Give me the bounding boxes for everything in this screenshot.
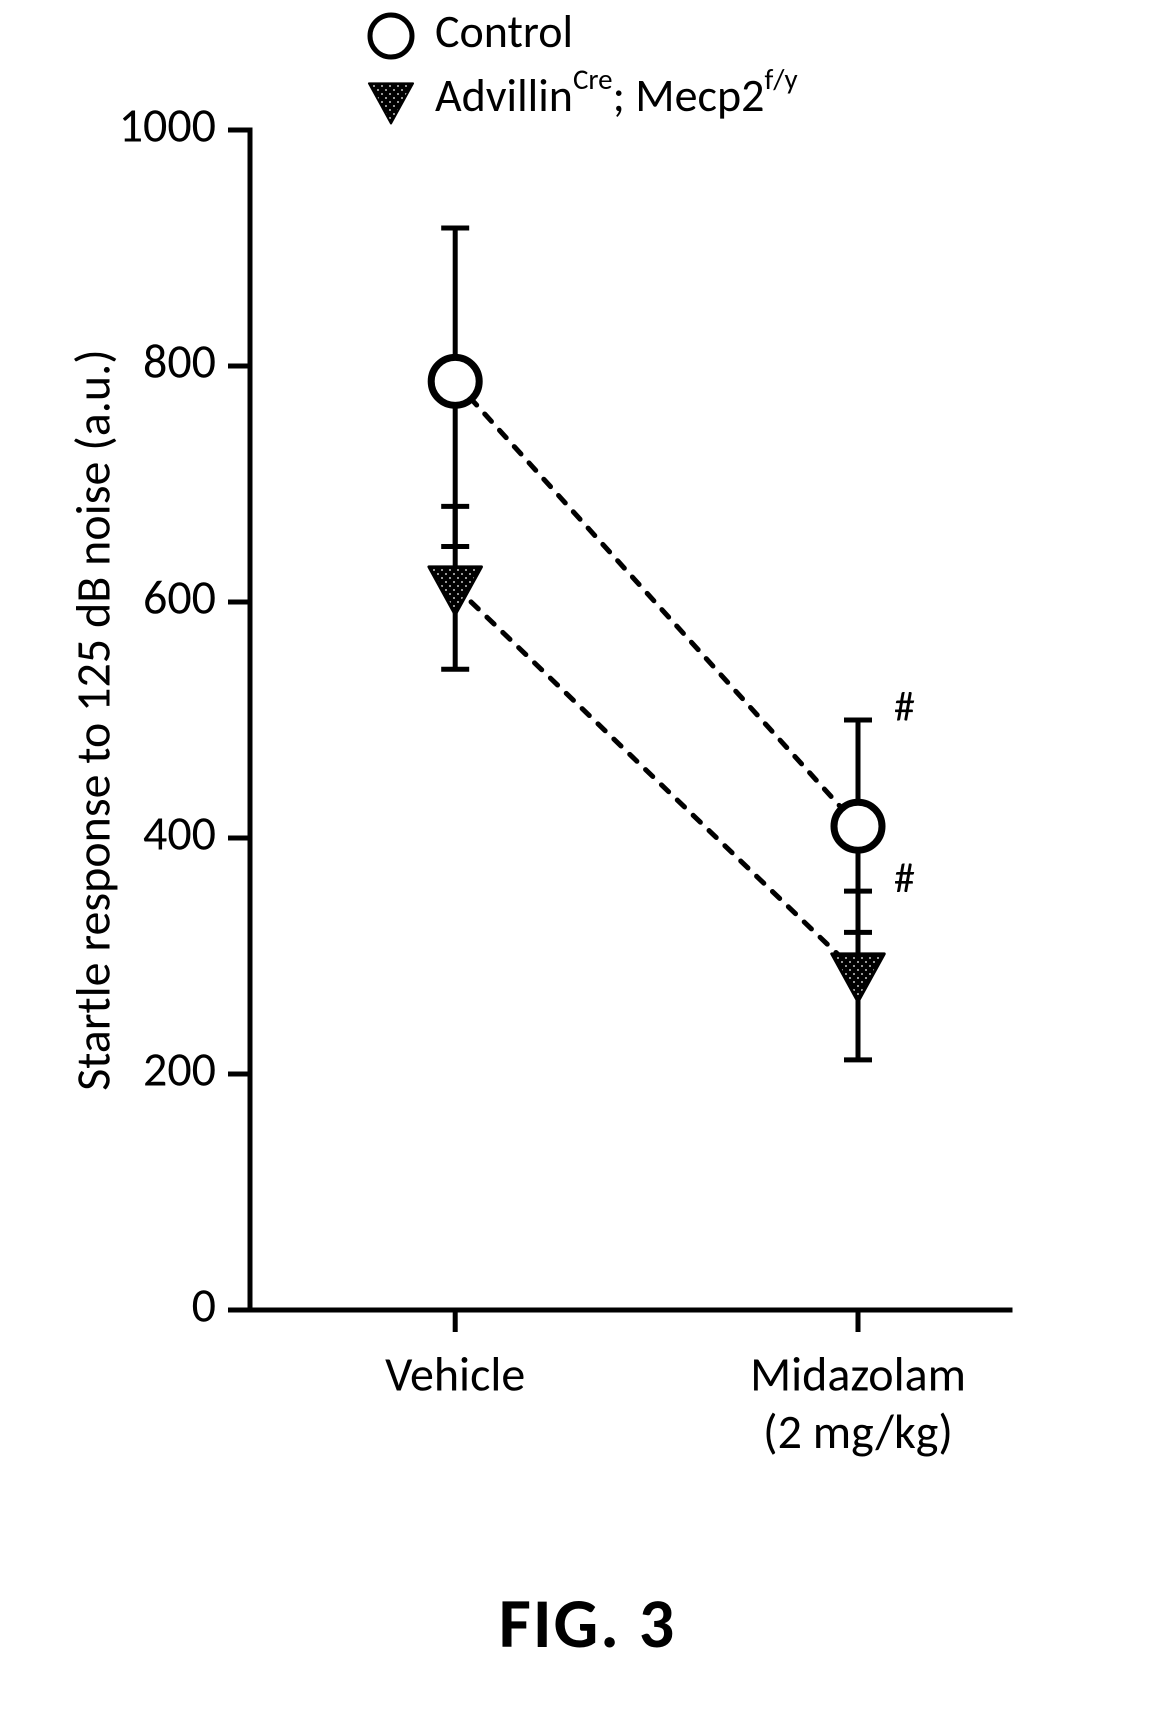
svg-text:Vehicle: Vehicle [385,1344,525,1403]
svg-text:#: # [894,682,915,733]
chart-container: 0 200 400 600 800 1000 Startle response to 125… [0,0,1175,1722]
figure-caption: FIG. 3 [0,1580,1175,1666]
svg-text:Control: Control [435,4,573,60]
svg-text:#: # [894,853,915,904]
svg-text:400: 400 [143,803,216,862]
svg-text:800: 800 [143,331,216,390]
svg-text:(2 mg/kg): (2 mg/kg) [763,1402,953,1461]
svg-text:Startle response to 125 dB noi: Startle response to 125 dB noise (a.u.) [63,349,122,1091]
svg-text:0: 0 [192,1275,216,1334]
svg-text:1000: 1000 [119,95,216,154]
svg-text:Midazolam: Midazolam [750,1344,966,1403]
svg-text:600: 600 [143,567,216,626]
svg-text:200: 200 [143,1039,216,1098]
svg-text:AdvillinCre; Mecp2f/y: AdvillinCre; Mecp2f/y [435,61,798,124]
chart-svg: 0 200 400 600 800 1000 Startle response to 125… [0,0,1175,1722]
